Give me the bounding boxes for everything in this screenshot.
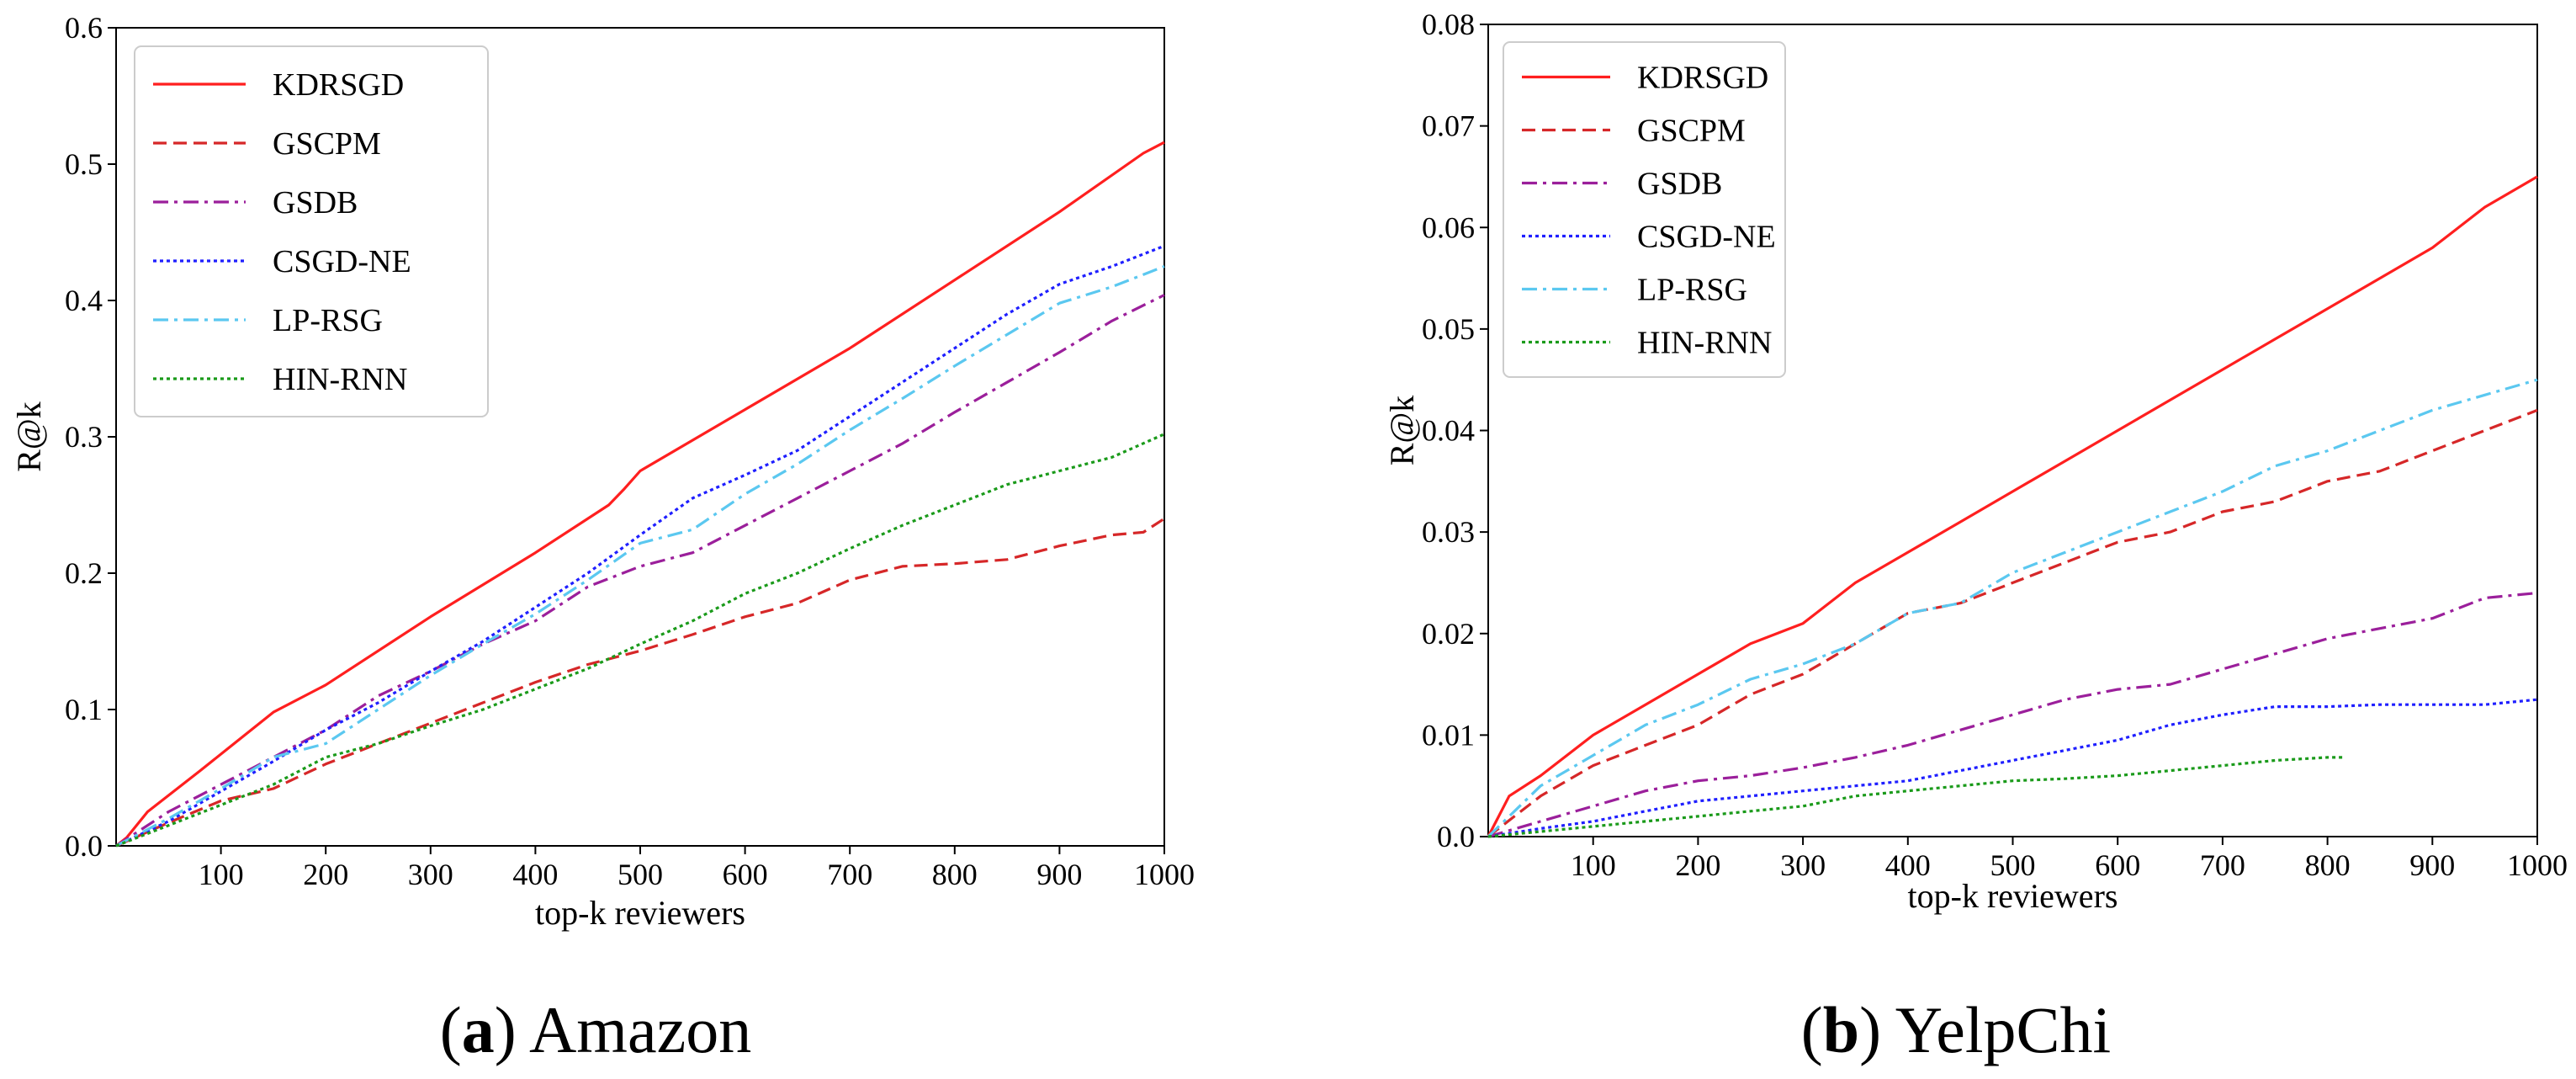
yelpchi-ytick-label: 0.01 xyxy=(1422,718,1475,752)
amazon-series-hin-rnn xyxy=(115,433,1165,848)
amazon-xtick-label: 700 xyxy=(827,858,872,891)
amazon-ytick-label: 0.4 xyxy=(65,284,103,317)
yelpchi-xtick-label: 900 xyxy=(2409,848,2455,882)
yelpchi-ytick-label: 0.06 xyxy=(1422,210,1475,244)
yelpchi-xtick-label: 400 xyxy=(1885,848,1931,882)
yelpchi-xtick-label: 100 xyxy=(1571,848,1616,882)
yelpchi-xtick-label: 1000 xyxy=(2507,848,2568,882)
yelpchi-legend-entry: KDRSGD xyxy=(1637,61,1768,96)
amazon-xtick-label: 1000 xyxy=(1134,858,1195,891)
yelpchi-xtick-label: 300 xyxy=(1780,848,1826,882)
yelpchi-ytick-label: 0.03 xyxy=(1422,515,1475,549)
yelpchi-xtick-label: 800 xyxy=(2305,848,2351,882)
yelpchi-legend-entry: GSDB xyxy=(1637,167,1722,202)
yelpchi-series-kdrsgd xyxy=(1487,175,2538,837)
amazon-legend xyxy=(134,45,489,417)
yelpchi-series-gsdb xyxy=(1487,591,2538,838)
amazon-series-kdrsgd xyxy=(115,141,1165,848)
amazon-ytick-label: 0.6 xyxy=(65,11,103,45)
amazon-xtick-label: 400 xyxy=(512,858,558,891)
amazon-ytick-label: 0.2 xyxy=(65,556,103,590)
yelpchi-legend-entry: CSGD-NE xyxy=(1637,220,1776,255)
amazon-xtick-label: 500 xyxy=(617,858,663,891)
amazon-x-axis-label: top-k reviewers xyxy=(535,894,745,932)
amazon-legend-entry: GSCPM xyxy=(273,126,381,162)
amazon-y-axis-label: R@k xyxy=(10,401,48,472)
amazon-xtick-label: 800 xyxy=(932,858,978,891)
yelpchi-ytick-label: 0.02 xyxy=(1422,617,1475,651)
amazon-legend-entry: KDRSGD xyxy=(273,67,404,103)
yelpchi-series-gscpm xyxy=(1487,408,2538,838)
yelpchi-xtick-label: 700 xyxy=(2200,848,2245,882)
yelpchi-legend xyxy=(1503,41,1786,378)
yelpchi-ytick-label: 0.07 xyxy=(1422,109,1475,143)
yelpchi-ytick-label: 0.05 xyxy=(1422,312,1475,346)
yelpchi-xtick-label: 500 xyxy=(1990,848,2036,882)
chart-panel-yelpchi: 100 200 300 400 500 600 700 800 900 1000 0.0 0.01 0.… xyxy=(1383,8,2568,1066)
yelpchi-series-hin-rnn xyxy=(1487,756,2344,838)
amazon-xtick-label: 300 xyxy=(408,858,453,891)
amazon-legend-entry: CSGD-NE xyxy=(273,244,411,279)
amazon-legend-entry: HIN-RNN xyxy=(273,362,407,397)
yelpchi-series-lp-rsg xyxy=(1487,378,2538,838)
chart-panel-amazon: 100 200 300 400 500 600 700 800 900 1000 0.0 0.1 0.2… xyxy=(10,11,1195,1066)
yelpchi-y-axis-label: R@k xyxy=(1383,396,1421,466)
amazon-caption: (a) Amazon xyxy=(440,993,751,1066)
amazon-xtick-label: 200 xyxy=(303,858,348,891)
amazon-series-lp-rsg xyxy=(115,265,1165,848)
yelpchi-xtick-label: 200 xyxy=(1675,848,1720,882)
yelpchi-series-csgd-ne xyxy=(1487,698,2538,838)
yelpchi-legend-entry: GSCPM xyxy=(1637,114,1746,149)
yelpchi-x-axis-label: top-k reviewers xyxy=(1908,877,2118,915)
amazon-xtick-label: 600 xyxy=(723,858,768,891)
yelpchi-legend-entry: LP-RSG xyxy=(1637,273,1747,308)
amazon-ytick-label: 0.1 xyxy=(65,693,103,726)
amazon-xtick-label: 900 xyxy=(1036,858,1082,891)
amazon-xtick-label: 100 xyxy=(199,858,244,891)
amazon-series-gscpm xyxy=(115,517,1165,848)
amazon-series-csgd-ne xyxy=(115,244,1165,848)
amazon-legend-entry: LP-RSG xyxy=(273,303,383,338)
amazon-ytick-label: 0.0 xyxy=(65,829,103,863)
amazon-ytick-label: 0.3 xyxy=(65,420,103,454)
yelpchi-ytick-label: 0.04 xyxy=(1422,414,1475,448)
amazon-legend-entry: GSDB xyxy=(273,185,358,221)
yelpchi-xtick-label: 600 xyxy=(2095,848,2140,882)
yelpchi-legend-entry: HIN-RNN xyxy=(1637,326,1772,361)
amazon-ytick-label: 0.5 xyxy=(65,147,103,181)
yelpchi-caption: (b) YelpChi xyxy=(1801,993,2111,1066)
yelpchi-ytick-label: 0.0 xyxy=(1437,820,1475,853)
yelpchi-ytick-label: 0.08 xyxy=(1422,8,1475,41)
